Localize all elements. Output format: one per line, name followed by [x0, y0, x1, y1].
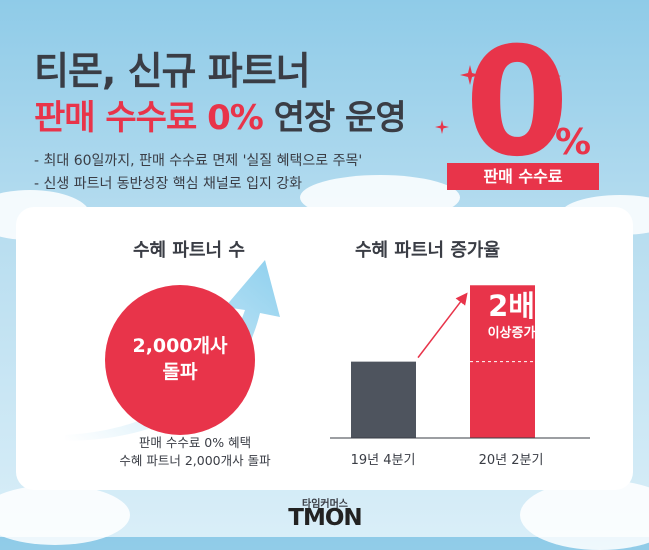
sparkle-icon: [545, 68, 561, 84]
bullet-item: - 최대 60일까지, 판매 수수료 면제 '실질 혜택으로 주목': [34, 153, 363, 169]
badge-zero: 0: [464, 16, 570, 190]
brand-logo: TMON: [288, 505, 362, 531]
partner-count-circle: [105, 285, 255, 435]
partner-count-text: 2,000개사 돌파: [105, 333, 255, 385]
headline-line2: 판매 수수료 0% 연장 운영: [34, 90, 407, 139]
sparkle-icon: [435, 120, 449, 134]
left-subtitle: 수혜 파트너 수: [133, 240, 245, 261]
bar-chart: [330, 285, 590, 439]
sparkle-icon: [460, 65, 480, 85]
bar-annotation-main: 2배: [488, 289, 535, 323]
caption-line: 수혜 파트너 2,000개사 돌파: [119, 453, 271, 468]
badge-percent: %: [555, 122, 592, 163]
x-tick-label: 20년 2분기: [478, 453, 544, 468]
chart-title: 수혜 파트너 증가율: [355, 240, 501, 261]
partner-count-value: 2,000개사: [132, 335, 228, 357]
headline-line2-red: 판매 수수료 0%: [34, 98, 264, 138]
x-tick-label: 19년 4분기: [350, 453, 416, 468]
headline-line2-dark: 연장 운영: [262, 98, 407, 138]
bullet-item: - 신생 파트너 동반성장 핵심 채널로 입지 강화: [34, 176, 303, 192]
trend-arrow: [417, 292, 468, 359]
cloud-decoration: [0, 485, 130, 545]
bar-annotation-sub: 이상증가: [487, 326, 536, 341]
cloud-decoration: [520, 480, 649, 550]
caption-line: 판매 수수료 0% 혜택: [138, 435, 252, 450]
headline-line1: 티몬, 신규 파트너: [34, 49, 311, 93]
bullet-list: - 최대 60일까지, 판매 수수료 면제 '실질 혜택으로 주목' - 신생 …: [34, 150, 362, 196]
bar-19q4: [351, 361, 416, 438]
partner-count-suffix: 돌파: [162, 361, 198, 383]
left-caption: 판매 수수료 0% 혜택 수혜 파트너 2,000개사 돌파: [95, 434, 295, 470]
brand-tagline: 타임커머스: [302, 499, 348, 510]
badge-label: 판매 수수료: [447, 163, 599, 190]
